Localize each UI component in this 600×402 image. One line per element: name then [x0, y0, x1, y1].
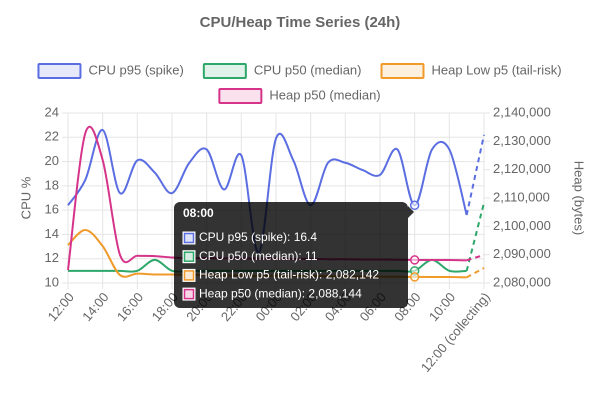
tooltip-swatch [182, 287, 196, 301]
y2-tick-label: 2,110,000 [493, 189, 550, 204]
tooltip-swatch-color [183, 251, 195, 262]
y2-tick-label: 2,080,000 [493, 274, 551, 289]
legend-item[interactable]: Heap p50 (median) [218, 87, 381, 104]
tooltip-swatch-color [183, 232, 195, 244]
legend-label: CPU p50 (median) [254, 62, 362, 77]
tooltip-swatch-color [183, 288, 195, 300]
legend-swatch [37, 63, 82, 79]
y-tick-label: 18 [45, 177, 59, 192]
tooltip: 08:00 CPU p95 (spike): 16.4 CPU p50 (media… [174, 202, 414, 308]
y-tick-label: 20 [45, 153, 59, 168]
x-tick-label: 16:00 [114, 289, 146, 324]
legend: CPU p95 (spike) CPU p50 (median) Heap Low … [37, 62, 562, 104]
tooltip-box [174, 202, 408, 308]
hover-point [409, 200, 420, 211]
chart-title: CPU/Heap Time Series (24h) [200, 14, 401, 31]
legend-swatch [202, 63, 247, 79]
y-tick-label: 14 [45, 226, 59, 241]
series-line-pending [466, 253, 485, 262]
series-line-pending [465, 202, 485, 272]
tooltip-item: Heap p50 (median): 2,088,144 [199, 286, 362, 300]
legend-item[interactable]: CPU p50 (median) [202, 62, 362, 79]
tooltip-title: 08:00 [183, 206, 214, 220]
y2-tick-label: 2,090,000 [493, 246, 551, 261]
legend-swatch [218, 88, 263, 104]
legend-item[interactable]: Heap Low p5 (tail-risk) [380, 62, 562, 79]
tooltip-item: Heap Low p5 (tail-risk): 2,082,142 [199, 268, 379, 282]
tooltip-item: CPU p50 (median): 11 [199, 249, 318, 263]
x-tick-label: 10:00 [426, 289, 458, 324]
tooltip-swatch-color [183, 270, 195, 281]
y-axis-title: CPU % [18, 176, 33, 219]
tooltip-swatch [182, 231, 196, 245]
y2-tick-label: 2,130,000 [493, 133, 551, 148]
legend-label: Heap p50 (median) [269, 87, 380, 102]
y-tick-label: 24 [45, 104, 59, 119]
series-line-pending [466, 267, 485, 279]
tooltip-swatch [182, 250, 196, 264]
legend-label: Heap Low p5 (tail-risk) [431, 62, 561, 77]
y-tick-label: 10 [45, 274, 59, 289]
tooltip-caret [408, 206, 414, 218]
y-tick-label: 22 [45, 129, 59, 144]
y-tick-label: 16 [45, 202, 59, 217]
y2-axis-title: Heap (bytes) [572, 161, 587, 235]
legend-label: CPU p95 (spike) [88, 62, 183, 77]
hover-point [409, 272, 420, 282]
tooltip-item: CPU p95 (spike): 16.4 [199, 230, 317, 244]
legend-swatch [380, 63, 425, 79]
hover-point [409, 255, 420, 265]
y-tick-label: 12 [45, 250, 59, 265]
tooltip-swatch [182, 268, 196, 282]
y2-tick-label: 2,120,000 [493, 161, 551, 176]
y2-tick-label: 2,140,000 [493, 104, 551, 119]
legend-item[interactable]: CPU p95 (spike) [37, 62, 184, 79]
x-tick-label: 14:00 [79, 289, 111, 324]
series-line-pending [465, 134, 485, 216]
x-tick-label: 12:00 [45, 289, 77, 324]
y2-tick-label: 2,100,000 [493, 218, 551, 233]
